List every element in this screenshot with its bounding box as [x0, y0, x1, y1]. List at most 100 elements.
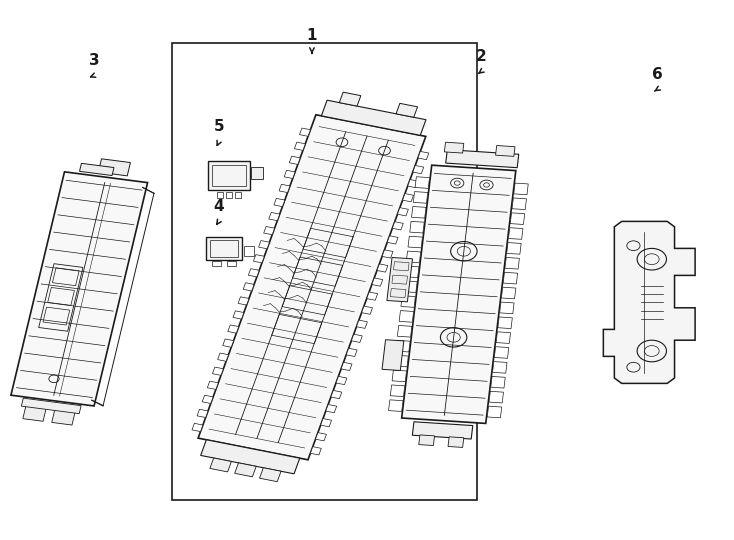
Polygon shape — [393, 222, 403, 230]
Polygon shape — [388, 236, 398, 244]
Polygon shape — [495, 145, 515, 157]
Polygon shape — [316, 433, 327, 441]
Polygon shape — [401, 296, 415, 307]
Polygon shape — [51, 407, 76, 425]
Polygon shape — [336, 376, 347, 384]
Polygon shape — [357, 320, 368, 328]
Polygon shape — [506, 242, 521, 254]
Polygon shape — [294, 142, 305, 150]
Polygon shape — [408, 236, 423, 248]
Polygon shape — [222, 339, 233, 347]
Polygon shape — [251, 167, 263, 179]
Polygon shape — [392, 370, 407, 382]
Polygon shape — [514, 183, 528, 195]
Polygon shape — [489, 392, 504, 403]
Polygon shape — [341, 362, 352, 370]
Polygon shape — [387, 258, 413, 302]
Polygon shape — [444, 142, 464, 153]
Polygon shape — [206, 237, 242, 260]
Polygon shape — [413, 192, 428, 203]
Polygon shape — [390, 385, 404, 396]
Polygon shape — [192, 423, 203, 431]
Polygon shape — [487, 406, 502, 418]
Polygon shape — [362, 306, 372, 314]
Bar — [172, 43, 477, 500]
Polygon shape — [397, 326, 412, 337]
Text: 6: 6 — [652, 67, 662, 82]
Polygon shape — [310, 447, 321, 455]
Polygon shape — [399, 310, 413, 322]
Polygon shape — [382, 340, 404, 370]
Polygon shape — [505, 258, 520, 269]
Polygon shape — [397, 208, 408, 216]
Polygon shape — [510, 213, 525, 225]
Text: 2: 2 — [476, 49, 486, 64]
Polygon shape — [210, 458, 231, 472]
Polygon shape — [346, 348, 357, 356]
Polygon shape — [412, 206, 426, 218]
Polygon shape — [491, 376, 505, 388]
Polygon shape — [401, 165, 516, 423]
Polygon shape — [197, 409, 208, 417]
Polygon shape — [403, 281, 417, 293]
Polygon shape — [494, 347, 509, 359]
Polygon shape — [388, 400, 403, 411]
Polygon shape — [79, 163, 114, 176]
Polygon shape — [446, 150, 519, 168]
Polygon shape — [500, 302, 514, 314]
Polygon shape — [269, 212, 280, 221]
Polygon shape — [208, 161, 250, 190]
Polygon shape — [260, 468, 281, 482]
Polygon shape — [382, 250, 393, 258]
Text: 5: 5 — [214, 119, 224, 134]
Polygon shape — [419, 435, 435, 446]
Polygon shape — [274, 198, 285, 207]
Polygon shape — [402, 193, 413, 202]
Polygon shape — [396, 340, 410, 352]
Polygon shape — [448, 437, 464, 448]
Polygon shape — [207, 381, 218, 389]
Polygon shape — [321, 418, 332, 427]
Polygon shape — [279, 184, 290, 193]
Polygon shape — [404, 266, 419, 278]
Polygon shape — [200, 440, 299, 474]
Polygon shape — [352, 334, 363, 342]
Polygon shape — [413, 422, 473, 439]
Polygon shape — [415, 177, 429, 188]
Text: 1: 1 — [307, 28, 317, 43]
Polygon shape — [394, 355, 408, 367]
Polygon shape — [396, 103, 418, 117]
Polygon shape — [235, 463, 256, 477]
Polygon shape — [603, 221, 695, 383]
Polygon shape — [326, 404, 337, 413]
Polygon shape — [418, 151, 429, 160]
Polygon shape — [501, 287, 516, 299]
Polygon shape — [212, 367, 223, 375]
Polygon shape — [406, 251, 421, 263]
Polygon shape — [321, 100, 426, 136]
Polygon shape — [248, 269, 259, 277]
Polygon shape — [243, 283, 254, 291]
Polygon shape — [377, 264, 388, 272]
Polygon shape — [339, 92, 361, 106]
Polygon shape — [264, 226, 275, 235]
Polygon shape — [98, 159, 131, 176]
Polygon shape — [331, 390, 342, 399]
Polygon shape — [217, 353, 228, 361]
Text: 4: 4 — [214, 199, 224, 214]
Polygon shape — [498, 317, 512, 328]
Polygon shape — [509, 228, 523, 239]
Polygon shape — [493, 362, 507, 373]
Polygon shape — [253, 255, 264, 263]
Polygon shape — [284, 170, 295, 179]
Polygon shape — [504, 272, 517, 284]
Polygon shape — [198, 115, 426, 460]
Polygon shape — [413, 165, 424, 174]
Polygon shape — [233, 311, 244, 319]
Polygon shape — [11, 172, 148, 406]
Polygon shape — [258, 240, 269, 249]
Polygon shape — [372, 278, 382, 286]
Polygon shape — [238, 297, 249, 305]
Polygon shape — [23, 403, 47, 421]
Polygon shape — [289, 156, 300, 165]
